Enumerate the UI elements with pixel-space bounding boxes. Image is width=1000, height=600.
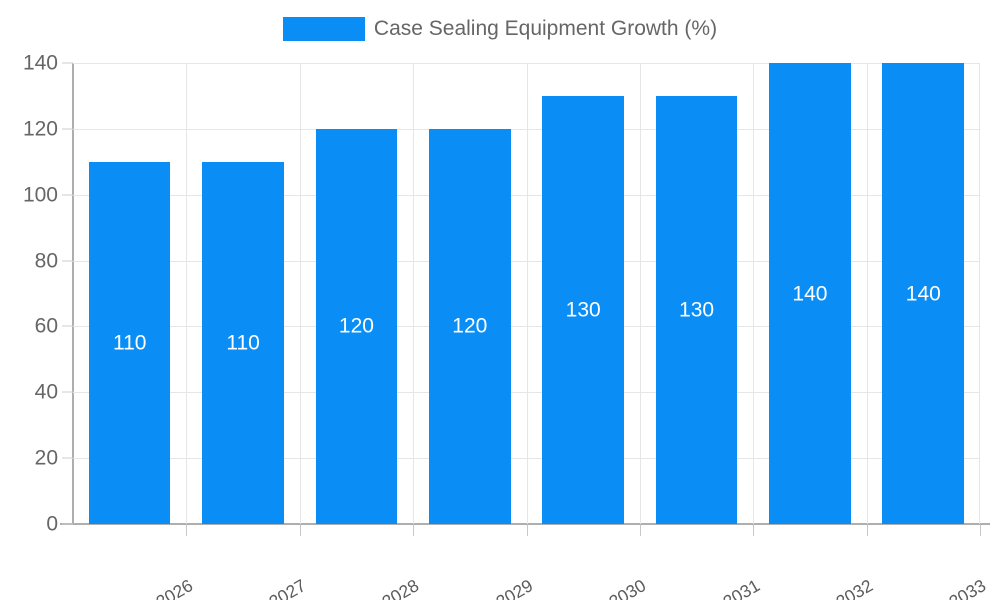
y-tick-label: 20 — [34, 446, 58, 470]
y-gridline — [73, 63, 980, 64]
y-tick-label: 60 — [34, 314, 58, 338]
bar[interactable] — [428, 128, 511, 524]
y-tick-mark — [62, 62, 73, 64]
x-gridline — [186, 63, 187, 524]
y-tick-mark — [62, 194, 73, 196]
bar-value-label: 110 — [226, 331, 260, 355]
y-gridline — [73, 260, 980, 262]
y-axis-spine — [72, 63, 74, 524]
x-tick-mark — [527, 525, 528, 536]
plot-area: 110 110 120 120 130 130 140 140 — [73, 63, 980, 524]
x-gridline — [413, 63, 414, 524]
y-gridline — [73, 326, 980, 328]
y-gridline — [73, 392, 980, 394]
y-gridline — [73, 128, 980, 130]
y-tick-mark — [62, 391, 73, 393]
bar[interactable] — [88, 161, 171, 524]
legend-label-series-0[interactable]: Case Sealing Equipment Growth (%) — [373, 17, 718, 40]
x-tick-label: 2031-2032 — [794, 575, 876, 600]
x-gridline — [300, 63, 301, 524]
y-tick-label: 40 — [34, 380, 58, 404]
bar[interactable] — [315, 128, 398, 524]
x-tick-label: 2029-2030 — [567, 575, 649, 600]
x-axis-spine — [60, 523, 990, 525]
y-tick-label: 100 — [22, 183, 58, 207]
x-tick-mark — [980, 525, 981, 536]
legend-swatch-series-0[interactable] — [282, 17, 365, 41]
y-gridline — [73, 458, 980, 460]
bar-value-label: 120 — [452, 314, 488, 338]
x-tick-mark — [413, 525, 414, 536]
x-gridline — [527, 63, 528, 524]
bar[interactable] — [882, 63, 965, 524]
bar-value-label: 140 — [905, 282, 941, 305]
y-tick-mark — [62, 260, 73, 262]
y-tick-label: 140 — [22, 51, 58, 75]
x-tick-label: 2027-2028 — [340, 575, 422, 600]
x-gridline — [979, 63, 980, 524]
y-tick-label: 120 — [22, 117, 58, 141]
x-tick-label: 2028-2029 — [454, 575, 536, 600]
bar-value-label: 130 — [565, 298, 601, 322]
y-tick-label: 0 — [46, 512, 58, 536]
x-tick-mark — [867, 525, 868, 536]
x-tick-label: 2026-2027 — [227, 575, 309, 600]
x-tick-label: 2030-2031 — [680, 575, 762, 600]
bar[interactable] — [769, 63, 851, 524]
x-tick-mark — [186, 525, 187, 536]
y-tick-label: 80 — [34, 249, 58, 273]
bar-value-label: 130 — [679, 298, 715, 322]
y-tick-mark — [62, 457, 73, 459]
x-gridline — [867, 63, 868, 524]
x-tick-label: 2025-2026 — [113, 575, 195, 600]
bar[interactable] — [655, 95, 738, 524]
x-tick-label: 2032-2033 — [907, 575, 989, 600]
bar-value-label: 120 — [338, 314, 374, 338]
x-gridline — [640, 63, 641, 524]
y-tick-mark — [62, 523, 73, 525]
bar[interactable] — [202, 161, 284, 524]
x-tick-mark — [640, 525, 641, 536]
x-tick-mark — [300, 525, 301, 536]
bar[interactable] — [542, 95, 624, 524]
bar-value-label: 140 — [792, 282, 828, 305]
x-tick-mark — [753, 525, 754, 536]
x-gridline — [753, 63, 754, 524]
bar-value-label: 110 — [112, 331, 147, 355]
y-tick-mark — [62, 128, 73, 130]
y-gridline — [73, 194, 980, 196]
chart-legend: Case Sealing Equipment Growth (%) — [0, 12, 1000, 46]
y-tick-mark — [62, 325, 73, 327]
